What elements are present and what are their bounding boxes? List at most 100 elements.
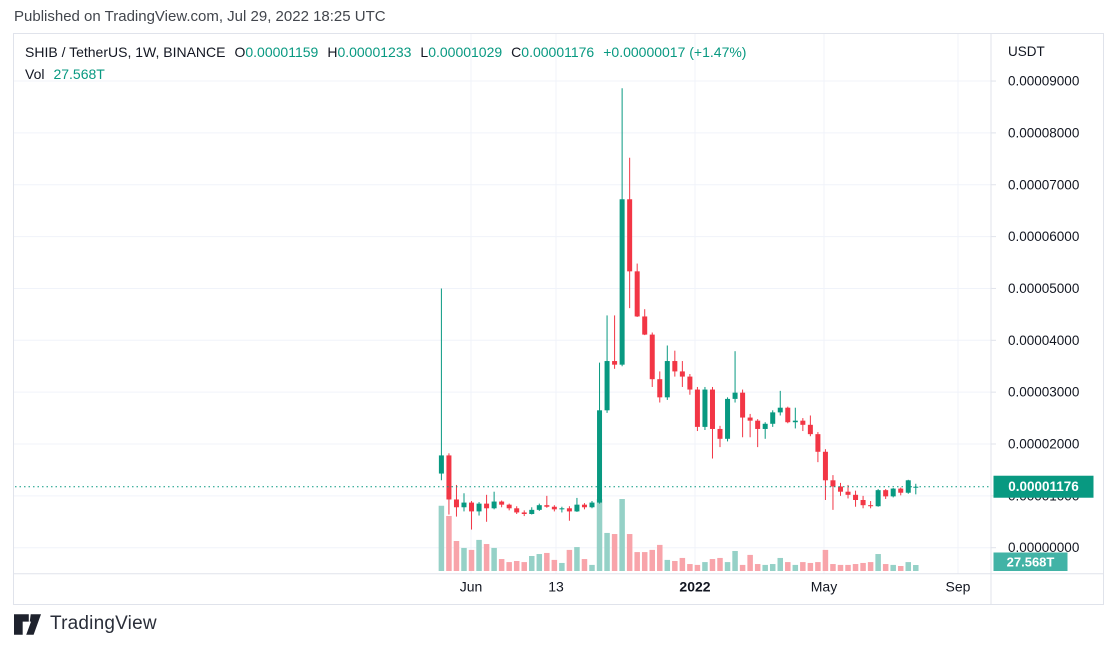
volume-bar (875, 554, 881, 571)
candle-body (453, 499, 459, 508)
candle-body (642, 316, 648, 335)
ohlc-pair: O0.00001159 (234, 44, 319, 60)
symbol-title: SHIB / TetherUS, 1W, BINANCE (25, 44, 226, 60)
volume-bar (792, 564, 799, 571)
volume-bar (581, 559, 588, 571)
y-axis-label: 0.00002000 (1008, 437, 1079, 452)
volume-bar (830, 564, 836, 571)
volume-bar (446, 515, 452, 571)
volume-bar (762, 564, 768, 571)
candle-body (770, 412, 776, 424)
candle-body (469, 502, 475, 512)
volume-bar (513, 560, 520, 571)
volume-value: 27.568T (53, 66, 105, 82)
volume-bar (491, 547, 497, 571)
volume-bar (611, 534, 618, 571)
candle-body (845, 491, 851, 495)
candle-body (634, 271, 640, 317)
volume-bar (800, 562, 806, 571)
candle-body (597, 410, 603, 503)
volume-bar (679, 557, 686, 571)
chart-canvas[interactable]: 0.00009000 0.00008000 0.00007000 0.00006000… (14, 34, 1103, 604)
volume-bar (604, 532, 610, 571)
candle-body (740, 392, 746, 418)
candle-body (679, 371, 685, 377)
volume-bar (529, 555, 535, 571)
price-badge-text: 0.00001176 (1008, 479, 1079, 494)
volume-bar (483, 544, 490, 571)
volume-bar (702, 562, 708, 571)
candle-body (800, 420, 806, 425)
x-axis-label[interactable]: Jun (460, 579, 483, 595)
candle-body (792, 420, 798, 423)
candle-body (438, 455, 444, 474)
candle-body (883, 490, 889, 497)
candle-body (649, 334, 655, 380)
tradingview-brand-text[interactable]: TradingView (50, 613, 157, 634)
volume-bar (852, 564, 859, 571)
candle-body (521, 512, 527, 514)
candle-body (657, 379, 663, 398)
x-axis-label[interactable]: Sep (946, 579, 971, 595)
candle-body (581, 504, 587, 508)
volume-bar (860, 562, 866, 571)
volume-bar (544, 552, 550, 571)
volume-bar (453, 540, 460, 571)
candle-body (529, 509, 535, 514)
candle-body (807, 424, 813, 435)
volume-bar (657, 544, 663, 571)
ohlc-pair: L0.00001029 (420, 44, 503, 60)
volume-bar (807, 562, 814, 571)
chart-widget: 0.00009000 0.00008000 0.00007000 0.00006000… (13, 33, 1104, 605)
volume-bar (815, 562, 821, 571)
legend-volume-row: Vol 27.568T (25, 63, 746, 85)
volume-bar (732, 550, 738, 571)
volume-bar (822, 549, 829, 571)
candle-body (747, 417, 753, 421)
volume-bar (574, 547, 580, 571)
volume-bar (709, 559, 716, 571)
y-axis-label: 0.00003000 (1008, 385, 1079, 400)
y-axis-label: 0.00004000 (1008, 333, 1079, 348)
candle-body (612, 361, 618, 365)
candle-body (627, 199, 633, 272)
volume-bar (882, 564, 889, 571)
volume-bar (739, 564, 746, 571)
volume-label: Vol (25, 66, 45, 82)
candle-body (446, 455, 452, 500)
volume-bar (672, 560, 678, 571)
y-axis-label: 0.00005000 (1008, 281, 1079, 296)
volume-bar (913, 565, 919, 571)
x-axis-label[interactable]: May (811, 579, 837, 595)
volume-bar (897, 565, 904, 571)
candle-body (777, 407, 783, 413)
y-axis-label: 0.00009000 (1008, 74, 1079, 89)
y-axis-label: 0.00006000 (1008, 229, 1079, 244)
y-axis-label: 0.00008000 (1008, 125, 1079, 140)
tradingview-logo-icon[interactable] (14, 613, 41, 635)
y-axis-label: 0.00007000 (1008, 177, 1079, 192)
price-badge (993, 475, 1094, 498)
volume-bar (461, 547, 467, 571)
volume-bar (634, 552, 640, 571)
candle-body (664, 361, 670, 398)
volume-bar (867, 562, 874, 571)
candle-body (853, 494, 859, 500)
candle-body (702, 389, 708, 427)
candle-body (499, 501, 505, 505)
volume-bar (589, 564, 595, 571)
volume-bar (476, 539, 482, 571)
volume-bar (559, 562, 565, 571)
chart-legend: SHIB / TetherUS, 1W, BINANCE O0.00001159… (25, 41, 746, 85)
candle-body (785, 407, 791, 423)
candle-body (484, 503, 490, 509)
candle-body (566, 508, 572, 512)
candle-body (890, 488, 896, 497)
change-value: +0.00000017 (+1.47%) (603, 44, 747, 60)
candle-body (755, 420, 761, 429)
volume-bar (905, 562, 912, 571)
x-axis-label[interactable]: 2022 (679, 579, 710, 595)
volume-bar (664, 559, 671, 571)
x-axis-label[interactable]: 13 (548, 579, 564, 595)
candle-body (461, 502, 467, 508)
